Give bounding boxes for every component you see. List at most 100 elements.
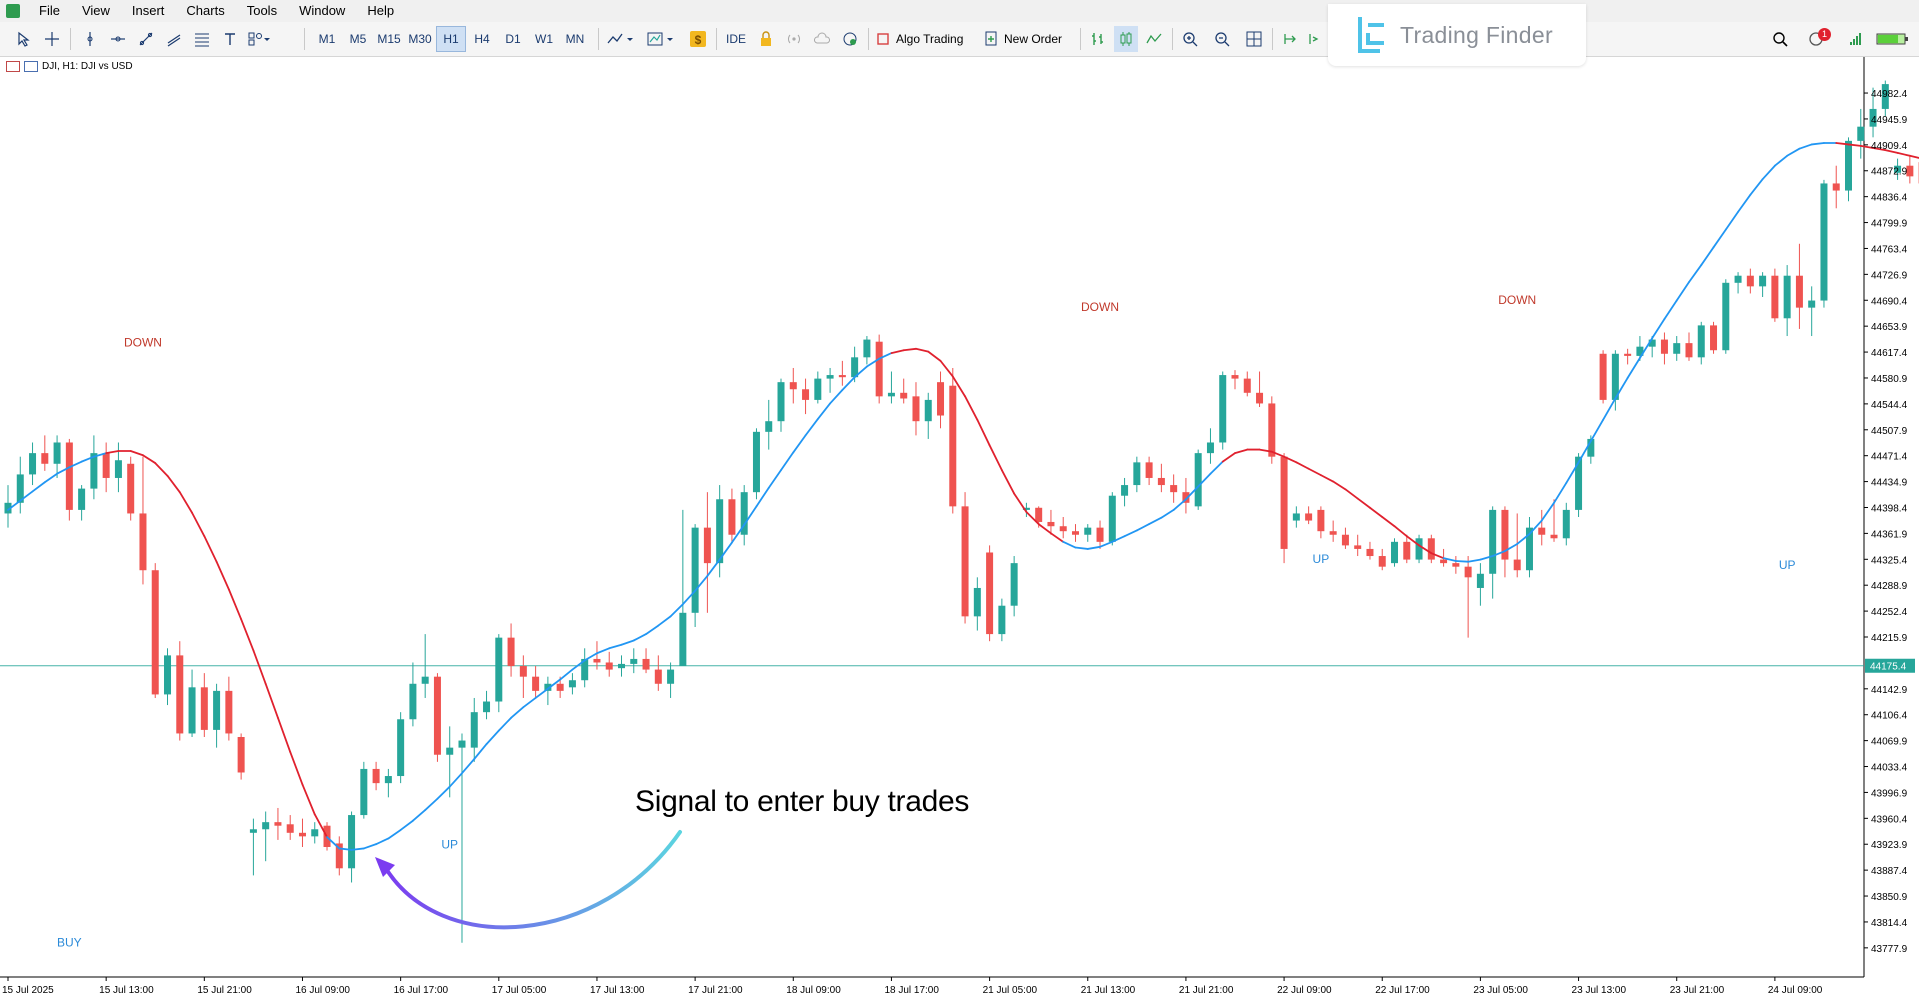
grid-icon[interactable] [1242,26,1266,52]
menu-file[interactable]: File [39,3,60,18]
trend-line-segment [1295,461,1310,470]
candle [1194,449,1202,510]
crosshair-icon[interactable] [40,26,64,52]
candle-body [912,396,920,422]
chart-type-icon[interactable] [606,26,636,52]
candle [164,648,172,706]
candle-body [998,605,1006,635]
price-tick-label: 44398.4 [1871,503,1908,514]
candle [4,485,12,528]
time-tick-label: 24 Jul 09:00 [1768,985,1823,996]
menu-help[interactable]: Help [367,3,395,18]
notifications-button[interactable]: 1 [1798,28,1836,47]
candle-body [213,690,221,730]
chart-area[interactable]: DOWN BUY UP DOWN UP DOWN UP 44982.4 44945.9 4490… [0,57,1919,996]
timeframe-d1[interactable]: D1 [505,32,521,46]
trend-line-segment [1467,558,1482,563]
zoom-in-icon[interactable] [1178,26,1202,52]
timeframe-m5[interactable]: M5 [349,32,367,46]
lock-icon[interactable] [754,26,778,52]
zoom-out-icon[interactable] [1210,26,1234,52]
connection-status-icon[interactable] [1874,32,1914,46]
trendline-icon[interactable] [134,26,158,52]
signal-label-down: DOWN [1498,293,1536,307]
candlestick-icon[interactable] [1114,26,1138,52]
candle [1476,563,1484,606]
trend-line-segment [1172,498,1187,511]
timeframe-w1[interactable]: W1 [535,32,553,46]
menu-window[interactable]: Window [299,3,346,18]
timeframe-h1[interactable]: H1 [436,26,466,52]
horizontal-line-icon[interactable] [106,26,130,52]
candle-body [348,815,356,869]
trend-line-segment [632,633,647,642]
candle [544,676,552,706]
price-chart[interactable]: DOWN BUY UP DOWN UP DOWN UP 44982.4 44945.9 4490… [0,57,1919,996]
cursor-icon[interactable] [12,26,36,52]
candle [1403,534,1411,564]
candle-body [433,676,441,755]
candle-body [1808,300,1816,308]
menu-view[interactable]: View [81,3,110,18]
globe-icon[interactable] [838,26,862,52]
text-tool-icon[interactable] [218,26,242,52]
timeframe-m1[interactable]: M1 [318,32,336,46]
candle-body [1734,275,1742,283]
signal-label-up: UP [1313,552,1330,566]
vertical-line-icon[interactable] [78,26,102,52]
candle-body [740,492,748,535]
candle-body [961,506,969,617]
new-order-button[interactable]: New Order [984,26,1074,52]
bar-chart-icon[interactable] [1086,26,1110,52]
candle [752,428,760,500]
candle-body [1071,531,1079,535]
candle [1219,371,1227,450]
trend-line-segment [927,350,942,362]
dollar-icon[interactable]: $ [686,26,710,52]
menu-insert[interactable]: Insert [131,3,165,18]
trend-line-segment [780,451,795,472]
candle [814,371,822,404]
menu-charts[interactable]: Charts [186,3,225,18]
trend-line-segment [1859,144,1874,149]
trend-line-segment [620,639,635,646]
fibonacci-icon[interactable] [190,26,214,52]
autoscroll-icon[interactable] [1278,26,1302,52]
trend-line-segment [68,460,83,469]
trend-line-segment [19,490,34,502]
menu-tools[interactable]: Tools [246,3,278,18]
algo-trading-button[interactable]: Algo Trading [876,26,976,52]
trend-line-segment [1675,281,1690,302]
shapes-dropdown-icon[interactable] [246,26,274,52]
candle [998,598,1006,642]
candle-body [249,829,257,833]
candle [703,492,711,613]
trend-line-segment [31,481,46,493]
line-chart-icon[interactable] [1142,26,1166,52]
candle [1660,332,1668,365]
candle-body [1035,507,1043,522]
signal-icon[interactable] [782,26,806,52]
cloud-icon[interactable] [810,26,834,52]
candle [372,761,380,791]
candle [728,488,736,542]
price-tick-label: 44142.9 [1871,685,1908,696]
trend-line-segment [497,716,512,732]
timeframe-mn[interactable]: MN [565,32,585,46]
candle-body [1206,442,1214,454]
timeframe-h4[interactable]: H4 [474,32,490,46]
candle-body [1059,526,1067,532]
trend-line-segment [1074,546,1089,550]
candle-body [1292,513,1300,521]
signal-strength-icon[interactable] [1844,32,1868,46]
ide-button[interactable]: IDE [725,32,746,46]
search-icon[interactable] [1768,31,1792,47]
trend-line-segment [129,450,144,457]
indicators-icon[interactable] [646,26,676,52]
chart-shift-icon[interactable] [1306,26,1322,52]
channel-icon[interactable] [162,26,186,52]
timeframe-m15[interactable]: M15 [377,32,401,46]
candle-body [286,824,294,833]
candle [225,676,233,741]
timeframe-m30[interactable]: M30 [408,32,432,46]
